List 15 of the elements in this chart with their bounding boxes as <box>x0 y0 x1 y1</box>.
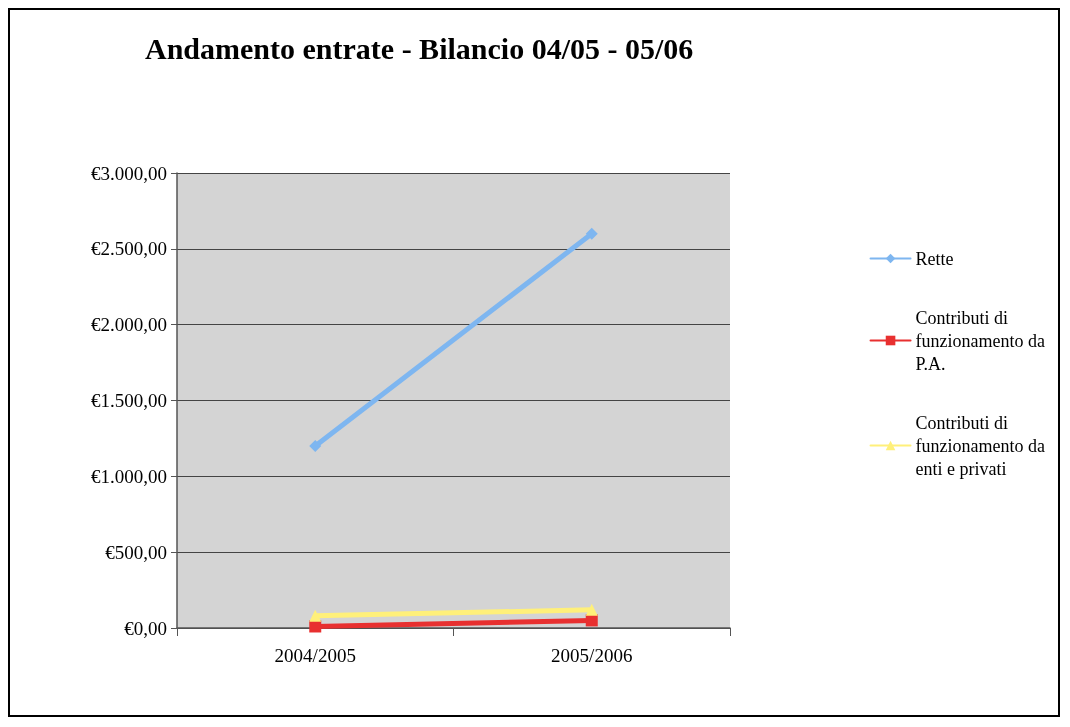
y-tick-label: €500,00 <box>105 541 167 563</box>
chart-title: Andamento entrate - Bilancio 04/05 - 05/06 <box>145 31 694 65</box>
x-tick-label: 2004/2005 <box>274 645 356 666</box>
y-tick-label: €2.500,00 <box>91 238 167 260</box>
y-tick-label: €2.000,00 <box>91 314 167 336</box>
x-tick-label: 2005/2006 <box>551 645 633 666</box>
legend-label: Rette <box>915 248 954 269</box>
y-tick-label: €1.500,00 <box>91 390 167 411</box>
point <box>309 440 322 452</box>
y-tick-label: €0,00 <box>124 617 167 639</box>
legend-label: Contributi di funzionamento da enti e privati <box>915 412 1046 479</box>
legend-label: Contributi di funzionamento da P.A. <box>915 307 1046 374</box>
y-tick-label: €3.000,00 <box>91 162 167 184</box>
y-tick-label: €1.000,00 <box>91 465 167 487</box>
point <box>585 227 598 240</box>
